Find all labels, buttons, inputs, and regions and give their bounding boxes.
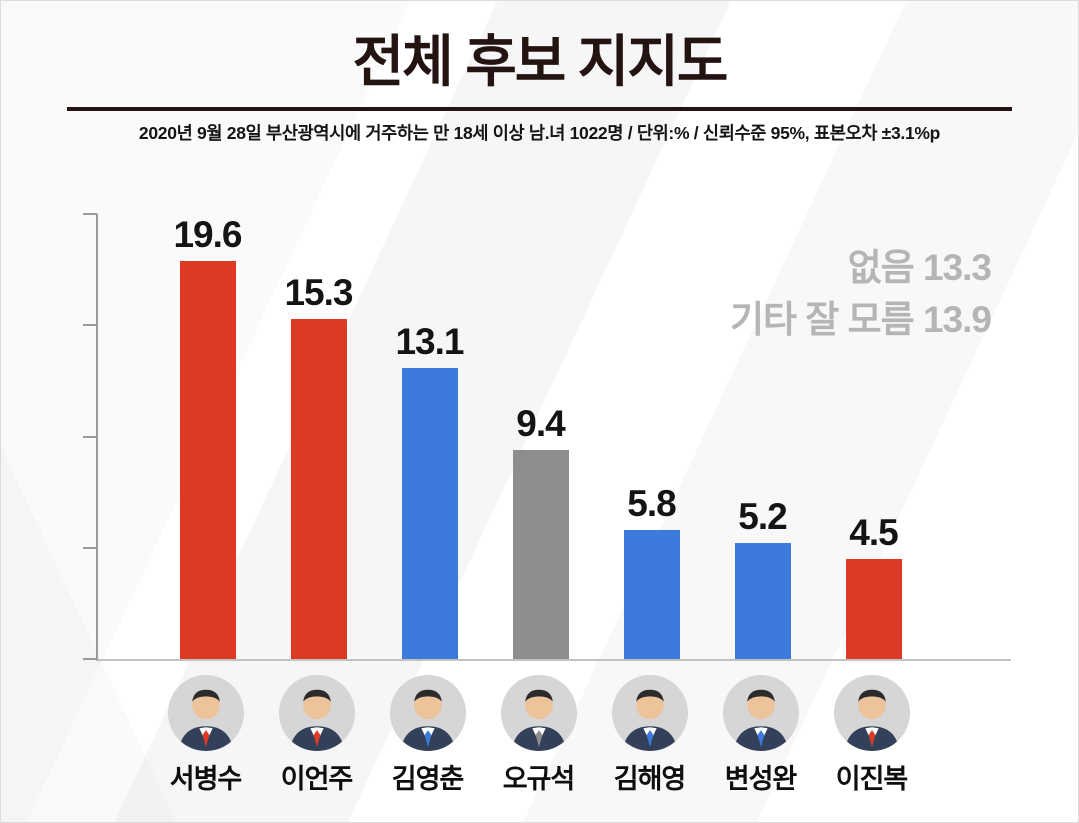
person-icon (167, 675, 244, 751)
bar-column: 15.3 (263, 214, 374, 659)
candidate-cell: 이언주 (261, 675, 372, 796)
bar (845, 558, 902, 659)
candidate-name: 이언주 (280, 764, 354, 794)
candidate-name: 김해영 (613, 764, 687, 794)
y-axis-tick (83, 546, 97, 549)
none-label: 없음 (847, 247, 915, 288)
person-icon (278, 675, 355, 751)
bar (179, 261, 236, 659)
bar-value-label: 15.3 (284, 271, 353, 313)
candidate-name: 서병수 (169, 764, 243, 794)
bar-value-label: 5.8 (627, 482, 676, 524)
bar-value-label: 9.4 (516, 402, 565, 444)
candidate-cell: 오규석 (483, 675, 594, 796)
others-annotation: 없음 13.3 기타 잘 모름 13.9 (729, 242, 992, 346)
bar (623, 529, 680, 659)
bar (401, 367, 458, 659)
bars-container: 19.6 15.3 13.1 9.4 5.8 5.2 4.5 (152, 214, 929, 659)
candidate-name: 변성완 (724, 764, 798, 794)
y-axis-tick (83, 324, 97, 327)
etc-annotation: 기타 잘 모름 13.9 (729, 294, 992, 346)
person-icon (389, 675, 466, 751)
person-icon (833, 675, 910, 751)
candidate-cell: 이진복 (816, 675, 927, 796)
candidate-cell: 서병수 (150, 675, 261, 796)
candidate-name: 이진복 (835, 764, 909, 794)
none-value: 13.3 (922, 247, 992, 288)
candidates-row: 서병수 이언주 김영춘 오규석 김해영 변성완 이진복 (150, 675, 927, 796)
person-icon (500, 675, 577, 751)
bar-column: 5.2 (707, 214, 818, 659)
candidate-photo (389, 675, 466, 751)
bar-value-label: 19.6 (173, 214, 242, 255)
candidate-name: 오규석 (502, 764, 576, 794)
person-icon (611, 675, 688, 751)
bar (512, 449, 569, 659)
candidate-photo (167, 675, 244, 751)
bar-column: 9.4 (485, 214, 596, 659)
candidate-name: 김영춘 (391, 764, 465, 794)
person-icon (722, 675, 799, 751)
title-divider (67, 107, 1012, 111)
bar-column: 5.8 (596, 214, 707, 659)
candidate-photo (278, 675, 355, 751)
bar (290, 318, 347, 659)
y-axis-tick (83, 658, 97, 660)
candidate-photo (500, 675, 577, 751)
bar-column: 4.5 (818, 214, 929, 659)
candidate-photo (722, 675, 799, 751)
bar-value-label: 5.2 (738, 496, 787, 538)
candidate-cell: 변성완 (705, 675, 816, 796)
candidate-cell: 김영춘 (372, 675, 483, 796)
survey-subtitle: 2020년 9월 28일 부산광역시에 거주하는 만 18세 이상 남.녀 10… (138, 123, 941, 143)
bar-value-label: 4.5 (849, 511, 898, 553)
bar-column: 19.6 (152, 214, 263, 659)
bar-column: 13.1 (374, 214, 485, 659)
candidate-photo (611, 675, 688, 751)
etc-label: 기타 잘 모름 (729, 298, 915, 340)
etc-value: 13.9 (922, 298, 992, 340)
candidate-cell: 김해영 (594, 675, 705, 796)
candidate-photo (833, 675, 910, 751)
bar (734, 543, 791, 659)
bar-chart: 없음 13.3 기타 잘 모름 13.9 19.6 15.3 13.1 9.4 5.8 5… (83, 213, 1011, 661)
none-annotation: 없음 13.3 (730, 242, 992, 294)
y-axis-tick (83, 213, 97, 215)
bar-value-label: 13.1 (395, 320, 464, 362)
page-title: 전체 후보 지지도 (352, 30, 729, 93)
y-axis-tick (83, 435, 97, 438)
